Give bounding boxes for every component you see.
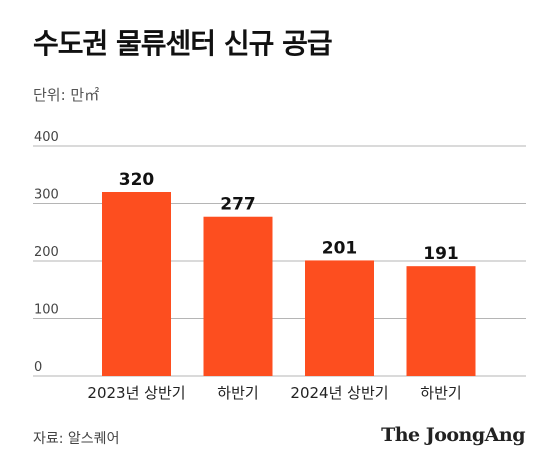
bar-value-label: 191 (423, 244, 459, 264)
bar (203, 216, 273, 376)
value-labels: 320 277 201 191 (119, 170, 459, 264)
y-tick-label: 0 (34, 360, 42, 375)
bars (102, 192, 476, 376)
x-tick-label: 하반기 (217, 384, 258, 402)
source-note: 자료: 알스퀘어 (33, 431, 120, 447)
brand-logo: The JoongAng (381, 424, 525, 446)
bar-value-label: 320 (119, 170, 155, 190)
x-tick-label: 2023년 상반기 (87, 384, 185, 402)
unit-label: 단위: 만㎡ (33, 86, 100, 104)
bar (305, 260, 374, 376)
y-tick-label: 300 (34, 188, 59, 203)
y-tick-label: 100 (34, 303, 59, 318)
bar (102, 192, 171, 376)
chart-title: 수도권 물류센터 신규 공급 (33, 27, 333, 60)
x-tick-label: 2024년 상반기 (290, 384, 388, 402)
y-axis-ticks: 0 100 200 300 400 (34, 130, 59, 375)
bar-value-label: 201 (322, 238, 358, 258)
bar (406, 266, 476, 376)
y-tick-label: 400 (34, 130, 59, 145)
x-tick-label: 하반기 (420, 384, 461, 402)
y-tick-label: 200 (34, 245, 59, 260)
x-axis-ticks: 2023년 상반기 하반기 2024년 상반기 하반기 (87, 384, 461, 402)
bar-value-label: 277 (220, 195, 256, 215)
